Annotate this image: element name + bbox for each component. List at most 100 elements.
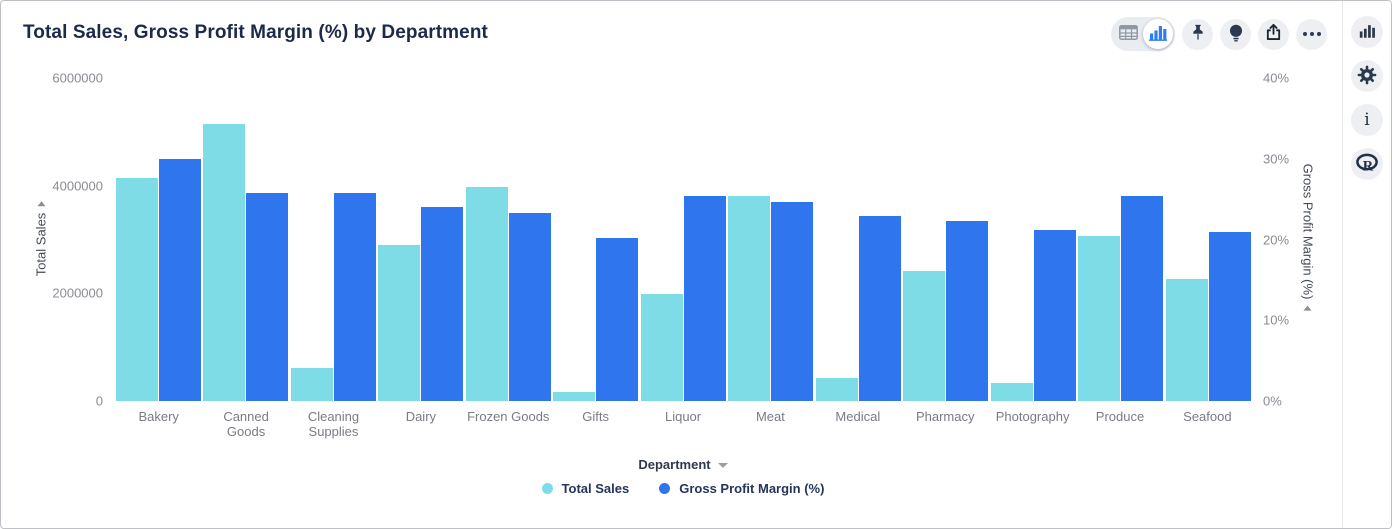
side-rail: i R [1342, 1, 1391, 528]
bar-total-sales[interactable] [1165, 279, 1208, 401]
bar-group [815, 78, 901, 401]
page-title: Total Sales, Gross Profit Margin (%) by … [23, 22, 488, 43]
category-label: Liquor [664, 409, 702, 424]
export-icon [1263, 22, 1284, 46]
bar-group [465, 78, 551, 401]
bar-total-sales[interactable] [378, 244, 420, 401]
bar-gross-profit-margin[interactable] [508, 212, 551, 401]
category-label: Cleaning Supplies [307, 409, 360, 440]
bar-gross-profit-margin[interactable] [1033, 229, 1076, 401]
bar-group [1165, 78, 1251, 401]
right-axis-title-text: Gross Profit Margin (%) [1300, 163, 1316, 300]
bar-group [990, 78, 1076, 401]
bar-gross-profit-margin[interactable] [1121, 195, 1163, 401]
pin-icon [1187, 22, 1209, 47]
ellipsis-icon [1302, 32, 1321, 36]
bar-total-sales[interactable] [815, 377, 858, 401]
category-label: Seafood [1183, 409, 1232, 424]
left-axis-title: Total Sales [33, 201, 49, 277]
chart-toolbar [1111, 17, 1327, 51]
axis-tick-label: 20% [1263, 232, 1290, 247]
x-axis-title-dropdown[interactable]: Department [115, 457, 1251, 472]
category-label: Photography [995, 409, 1070, 424]
r-script-button[interactable]: R [1351, 148, 1383, 180]
legend-item[interactable]: Gross Profit Margin (%) [659, 481, 824, 496]
chart-legend: Total Sales Gross Profit Margin (%) [115, 481, 1251, 496]
bar-gross-profit-margin[interactable] [246, 192, 288, 401]
right-axis-title: Gross Profit Margin (%) [1301, 164, 1316, 311]
table-icon [1118, 25, 1138, 43]
info-button[interactable]: i [1351, 104, 1383, 136]
settings-button[interactable] [1351, 60, 1383, 92]
bar-chart-icon [1148, 24, 1168, 44]
bar-gross-profit-margin[interactable] [596, 237, 638, 401]
legend-item[interactable]: Total Sales [541, 481, 630, 496]
chart-type-button[interactable] [1351, 16, 1383, 48]
bar-total-sales[interactable] [553, 391, 595, 401]
bar-total-sales[interactable] [203, 124, 245, 401]
bar-total-sales[interactable] [115, 177, 158, 401]
left-axis-ticks: 6000000 4000000 2000000 0 [29, 71, 103, 409]
category-label: Pharmacy [915, 409, 975, 424]
axis-tick-label: 0% [1263, 393, 1282, 409]
bar-group [728, 78, 814, 401]
plot-area [115, 78, 1251, 401]
bar-total-sales[interactable] [1078, 236, 1120, 401]
bar-total-sales[interactable] [728, 196, 770, 401]
bar-group [553, 78, 639, 401]
bar-group [203, 78, 289, 401]
bar-total-sales[interactable] [640, 294, 683, 401]
bar-group [640, 78, 726, 401]
bar-group [378, 78, 464, 401]
axis-sort-arrow-icon [1304, 305, 1312, 311]
axis-sort-arrow-icon [37, 201, 45, 207]
axis-tick-label: 4000000 [52, 178, 103, 194]
insights-button[interactable] [1220, 18, 1251, 50]
category-label: Frozen Goods [467, 409, 550, 424]
axis-tick-label: 0 [95, 393, 103, 409]
bar-group [115, 78, 201, 401]
bar-gross-profit-margin[interactable] [683, 195, 726, 401]
left-axis-title-text: Total Sales [33, 212, 49, 277]
axis-tick-label: 10% [1263, 312, 1290, 328]
bar-total-sales[interactable] [290, 368, 333, 401]
x-axis-category-labels: Bakery Canned Goods Cleaning Supplies Dairy… [115, 409, 1251, 440]
chart-view-button[interactable] [1143, 19, 1173, 49]
r-script-icon: R [1355, 152, 1380, 177]
bar-gross-profit-margin[interactable] [771, 202, 813, 401]
axis-tick-label: 40% [1263, 70, 1290, 86]
right-axis-ticks: 40% 30% 20% 10% 0% [1263, 71, 1323, 409]
more-options-button[interactable] [1296, 18, 1327, 50]
category-label: Meat [755, 409, 785, 424]
bar-gross-profit-margin[interactable] [421, 207, 463, 401]
table-view-button[interactable] [1113, 19, 1143, 49]
bar-total-sales[interactable] [990, 383, 1033, 401]
view-toggle [1111, 17, 1175, 51]
export-button[interactable] [1258, 18, 1289, 50]
legend-label: Total Sales [561, 481, 630, 496]
pin-button[interactable] [1182, 18, 1213, 50]
category-label: Canned Goods [223, 409, 269, 440]
bar-group [290, 78, 376, 401]
legend-label: Gross Profit Margin (%) [679, 481, 825, 496]
x-axis-title-text: Department [638, 457, 711, 472]
bar-gross-profit-margin[interactable] [858, 216, 901, 401]
category-label: Bakery [138, 409, 179, 424]
bar-total-sales[interactable] [903, 271, 945, 401]
category-label: Produce [1095, 409, 1145, 424]
category-label: Gifts [582, 409, 610, 424]
axis-tick-label: 6000000 [52, 70, 103, 86]
bar-gross-profit-margin[interactable] [333, 193, 376, 401]
category-label: Dairy [405, 409, 437, 424]
legend-dot-icon [541, 483, 553, 494]
bar-gross-profit-margin[interactable] [158, 158, 201, 401]
legend-dot-icon [659, 483, 671, 494]
category-label: Medical [835, 409, 881, 424]
bar-gross-profit-margin[interactable] [1208, 232, 1251, 401]
chart-type-icon [1358, 23, 1376, 42]
bar-total-sales[interactable] [465, 187, 508, 401]
axis-tick-label: 2000000 [52, 285, 103, 301]
bar-gross-profit-margin[interactable] [946, 220, 988, 401]
settings-gear-icon [1356, 64, 1378, 89]
